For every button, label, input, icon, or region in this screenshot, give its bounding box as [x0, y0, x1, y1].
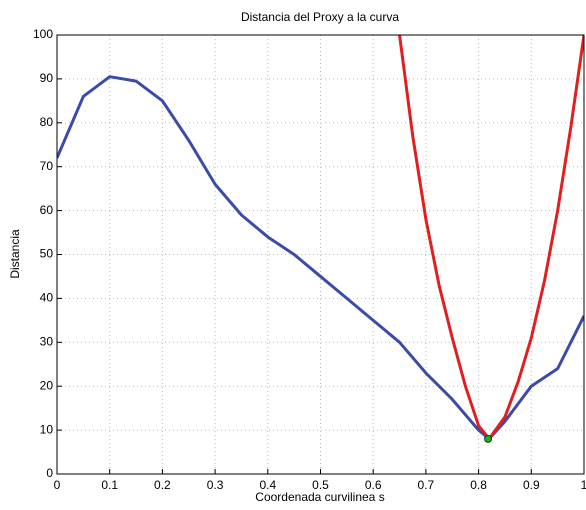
y-tick-label: 40: [40, 291, 54, 305]
y-tick-label: 0: [46, 466, 53, 480]
x-tick-label: 0.7: [418, 478, 435, 492]
y-tick-label: 20: [40, 378, 54, 392]
x-tick-label: 0.2: [154, 478, 171, 492]
x-tick-label: 0.3: [207, 478, 224, 492]
x-tick-label: 0.1: [101, 478, 118, 492]
y-tick-label: 60: [40, 203, 54, 217]
data: [57, 35, 584, 443]
y-tick-label: 30: [40, 334, 54, 348]
x-tick-label: 0: [54, 478, 61, 492]
x-tick-label: 0.4: [259, 478, 276, 492]
x-axis-label: Coordenada curvilinea s: [255, 490, 384, 504]
point: [484, 434, 493, 443]
x-tick-label: 0.9: [523, 478, 540, 492]
y-tick-label: 50: [40, 247, 54, 261]
y-tick-label: 70: [40, 159, 54, 173]
y-axis-label: Distancia: [8, 229, 22, 279]
chart-title: Distancia del Proxy a la curva: [241, 10, 399, 24]
y-tick-label: 100: [33, 27, 53, 41]
x-tick-label: 1: [581, 478, 586, 492]
x-tick-label: 0.8: [470, 478, 487, 492]
plot-area: [57, 35, 584, 474]
y-tick-label: 90: [40, 71, 54, 85]
y-tick-label: 10: [40, 422, 54, 436]
x-tick-label: 0.5: [312, 478, 329, 492]
x-tick-label: 0.6: [365, 478, 382, 492]
y-tick-label: 80: [40, 115, 54, 129]
